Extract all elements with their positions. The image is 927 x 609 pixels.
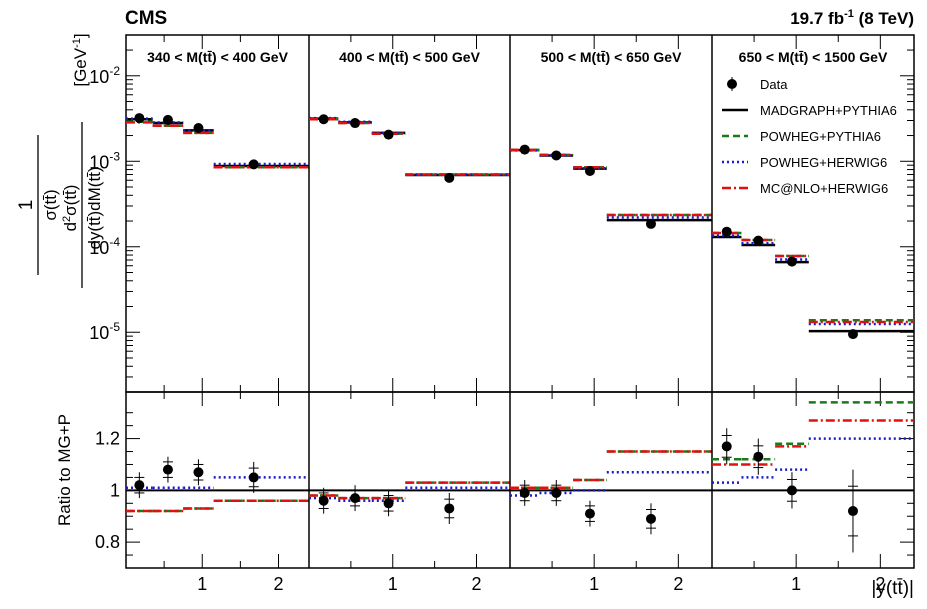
top-panel-frame xyxy=(125,34,915,393)
data-point xyxy=(162,114,173,125)
panel-mass-label: 340 < M(tt̄) < 400 GeV xyxy=(147,49,289,65)
data-point xyxy=(551,150,562,161)
x-tick-label: 2 xyxy=(471,574,481,594)
y-axis-title-bottom: Ratio to MG+P xyxy=(55,414,74,526)
x-tick-label: 2 xyxy=(273,574,283,594)
ratio-data-point xyxy=(193,467,204,478)
y-tick-label-bottom: 1.2 xyxy=(95,429,120,449)
data-point xyxy=(645,218,656,229)
plot-layer: 10-5 10-4 10-3 10-2 0.8 1 1.2 1 2 340 < M(tt̄) < … xyxy=(89,34,915,594)
legend-label: Data xyxy=(760,77,788,92)
legend-data-marker xyxy=(727,79,737,89)
x-tick-label: 1 xyxy=(589,574,599,594)
data-point xyxy=(134,113,145,124)
luminosity-label: 19.7 fb-1 (8 TeV) xyxy=(790,8,914,28)
panel-mass-label: 500 < M(tt̄) < 650 GeV xyxy=(541,49,683,65)
panel-mass-label: 650 < M(tt̄) < 1500 GeV xyxy=(739,49,888,65)
ratio-data-point xyxy=(584,508,595,519)
lumi-exponent: -1 xyxy=(844,8,854,20)
legend-label: POWHEG+HERWIG6 xyxy=(760,155,887,170)
data-point xyxy=(847,329,858,340)
svg-text:dy(tt̄)dM(tt̄): dy(tt̄)dM(tt̄) xyxy=(85,166,104,249)
x-tick-label: 1 xyxy=(197,574,207,594)
y-axis-title-top: 1 σ(tt̄) xyxy=(16,135,60,275)
x-tick-label: 2 xyxy=(875,574,885,594)
data-point xyxy=(519,144,530,155)
ratio-data-point xyxy=(318,495,329,506)
svg-text:d2σ(tt̄): d2σ(tt̄) xyxy=(61,185,80,232)
data-point xyxy=(193,123,204,134)
ratio-data-point xyxy=(519,487,530,498)
lumi-value: 19.7 fb xyxy=(790,9,844,28)
y-tick-label-top: 10-3 xyxy=(89,149,120,172)
data-point xyxy=(721,226,732,237)
y-title-sigma: σ(tt̄) xyxy=(41,189,60,220)
ratio-data-point xyxy=(753,451,764,462)
experiment-label: CMS xyxy=(125,8,167,29)
data-point xyxy=(350,118,361,129)
y-axis-title-fraction: d2σ(tt̄) dy(tt̄)dM(tt̄) [GeV-1] xyxy=(61,33,104,288)
legend-label: MC@NLO+HERWIG6 xyxy=(760,181,888,196)
data-point xyxy=(753,235,764,246)
data-point xyxy=(584,165,595,176)
ratio-data-point xyxy=(721,441,732,452)
y-tick-label-bottom: 1 xyxy=(110,480,120,500)
y-tick-label-top: 10-4 xyxy=(89,235,120,258)
svg-text:[GeV-1]: [GeV-1] xyxy=(71,33,90,86)
ratio-data-point xyxy=(134,480,145,491)
ratio-data-point xyxy=(847,506,858,517)
y-tick-label-bottom: 0.8 xyxy=(95,532,120,552)
ratio-panel-frame xyxy=(125,391,915,569)
legend-label: MADGRAPH+PYTHIA6 xyxy=(760,103,897,118)
x-tick-label: 1 xyxy=(388,574,398,594)
data-point xyxy=(383,129,394,140)
legend-label: POWHEG+PYTHIA6 xyxy=(760,129,881,144)
data-point xyxy=(318,114,329,125)
data-point xyxy=(786,256,797,267)
y-tick-label-top: 10-5 xyxy=(89,320,120,343)
data-point xyxy=(248,159,259,170)
ratio-data-point xyxy=(444,503,455,514)
x-axis-title: |y(tt̄)| xyxy=(871,578,914,599)
panel-mass-label: 400 < M(tt̄) < 500 GeV xyxy=(339,49,481,65)
ratio-data-point xyxy=(383,498,394,509)
ratio-data-point xyxy=(551,487,562,498)
ratio-data-point xyxy=(645,513,656,524)
ratio-data-point xyxy=(350,493,361,504)
ratio-data-point xyxy=(248,472,259,483)
y-tick-label-top: 10-2 xyxy=(89,64,120,87)
ratio-data-point xyxy=(786,485,797,496)
ratio-data-point xyxy=(162,464,173,475)
x-tick-label: 1 xyxy=(791,574,801,594)
x-tick-label: 2 xyxy=(673,574,683,594)
data-point xyxy=(444,172,455,183)
energy-label: (8 TeV) xyxy=(854,9,914,28)
y-title-one: 1 xyxy=(16,200,37,211)
